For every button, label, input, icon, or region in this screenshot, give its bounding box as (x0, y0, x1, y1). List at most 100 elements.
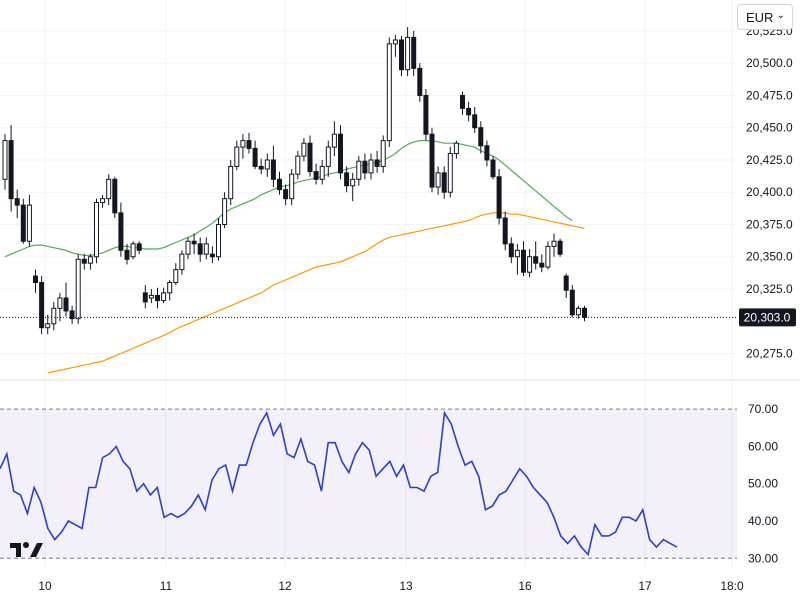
price-tick-label: 20,400.0 (746, 185, 793, 199)
candle-body (325, 146, 331, 167)
candle-body (411, 36, 417, 69)
grid (0, 0, 800, 570)
candle-body (252, 147, 258, 167)
candle-body (429, 133, 435, 188)
candle-body (569, 289, 575, 316)
candle-body (216, 223, 221, 258)
tradingview-logo-icon (10, 540, 44, 565)
candle-body (124, 249, 130, 260)
candle-body (338, 133, 343, 174)
candle-body (130, 243, 136, 258)
candle-body (386, 43, 392, 142)
candle-body (301, 142, 307, 157)
candle-body (258, 165, 264, 170)
candle-body (118, 212, 124, 251)
moving-averages (4, 140, 585, 374)
candle-body (246, 140, 252, 149)
rsi-band-fill (0, 409, 737, 559)
candle-body (478, 127, 484, 147)
rsi-tick-label: 40.00 (748, 514, 778, 528)
candle-body (222, 198, 228, 225)
candle-body (417, 67, 423, 96)
candle-body (87, 256, 93, 264)
time-label: 11 (160, 579, 173, 593)
candle-body (155, 294, 160, 302)
candle-body (496, 176, 502, 219)
candle-body (472, 114, 478, 129)
rsi-tick-label: 50.00 (748, 477, 778, 491)
candle-body (240, 140, 246, 148)
candle-body (551, 240, 557, 247)
last-price-label: 20,303.0 (744, 310, 791, 324)
currency-label: EUR (746, 9, 774, 25)
candle-body (514, 249, 520, 258)
candles (2, 27, 587, 335)
candle-body (307, 142, 313, 173)
candle-body (173, 269, 179, 284)
candle-body (94, 202, 99, 258)
price-tick-label: 20,425.0 (746, 153, 793, 167)
candle-body (39, 282, 45, 329)
last-price-badge (739, 308, 796, 327)
candle-body (209, 253, 215, 258)
candle-body (490, 159, 496, 178)
candle-body (8, 140, 14, 200)
candle-body (81, 258, 87, 264)
axes: 10 11 12 13 16 17 18:020,525.020,500.020,475.0… (0, 24, 796, 593)
time-label: 13 (399, 579, 413, 593)
candle-body (185, 240, 191, 255)
candle-body (453, 142, 459, 155)
candle-body (33, 275, 38, 284)
candle-body (539, 262, 545, 268)
price-tick-label: 20,275.0 (746, 346, 793, 360)
candle-body (142, 292, 148, 303)
candle-body (100, 198, 106, 204)
candle-body (331, 133, 337, 148)
rsi-band (0, 408, 737, 559)
candle-body (295, 155, 301, 175)
candle-body (203, 243, 209, 255)
candle-body (148, 294, 154, 299)
candle-body (392, 39, 398, 45)
price-tick-label: 20,475.0 (746, 88, 793, 102)
candle-body (112, 178, 118, 214)
candle-body (502, 217, 508, 245)
candle-body (20, 204, 26, 242)
candle-body (405, 36, 411, 71)
candle-body (26, 204, 32, 242)
price-tick-label: 20,450.0 (746, 121, 793, 135)
candle-body (161, 292, 167, 302)
price-tick-label: 20,500.0 (746, 56, 793, 70)
price-tick-label: 20,375.0 (746, 217, 793, 231)
time-label: 12 (278, 579, 292, 593)
ma-line-green (4, 140, 573, 258)
chevron-down-icon: ⌄ (776, 10, 785, 21)
candle-body (356, 160, 362, 180)
candle-body (57, 297, 63, 309)
candle-body (533, 256, 539, 264)
candle-body (466, 107, 472, 116)
price-tick-label: 20,350.0 (746, 250, 793, 264)
time-label: 10 (38, 579, 52, 593)
candle-body (557, 240, 563, 255)
candle-body (441, 172, 447, 193)
candle-body (136, 243, 142, 251)
rsi-tick-label: 70.00 (748, 402, 778, 416)
rsi-tick-label: 30.00 (748, 551, 778, 565)
candle-body (283, 189, 289, 200)
candle-body (313, 171, 319, 180)
candle-body (460, 94, 465, 109)
candle-body (521, 249, 526, 273)
candle-body (423, 94, 429, 135)
candle-body (69, 310, 75, 320)
currency-select[interactable]: EUR ⌄ (737, 4, 793, 30)
candle-body (228, 165, 234, 200)
candle-body (399, 39, 404, 71)
candle-body (234, 146, 240, 167)
candle-body (191, 240, 197, 245)
candle-body (563, 275, 569, 291)
candle-body (270, 159, 276, 180)
candle-body (447, 153, 453, 193)
time-label: 17 (638, 579, 652, 593)
